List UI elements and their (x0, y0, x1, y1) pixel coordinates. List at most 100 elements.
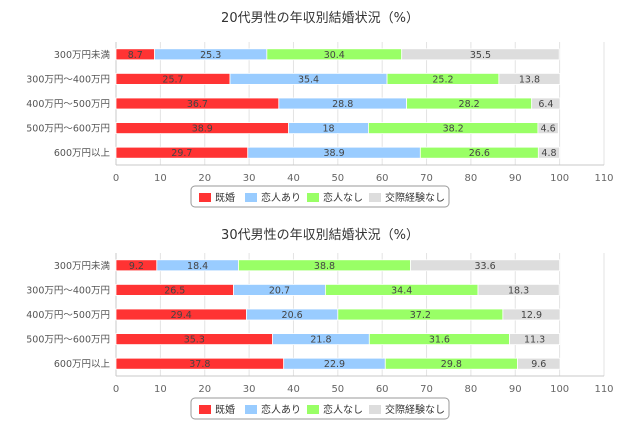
data-label: 29.7 (171, 148, 192, 159)
data-label: 31.6 (429, 335, 450, 346)
x-tick-label: 70 (420, 173, 433, 184)
x-tick-label: 0 (113, 384, 119, 395)
x-tick-label: 70 (420, 384, 433, 395)
x-tick-label: 60 (376, 384, 389, 395)
x-tick-label: 110 (594, 173, 613, 184)
chart-1: 20代男性の年収別結婚状況（%） 0 10 20 30 40 50 60 70 80 90 100 11… (26, 11, 614, 208)
category-label: 600万円以上 (54, 148, 111, 159)
legend-swatch (199, 193, 211, 202)
data-label: 37.8 (189, 359, 210, 370)
x-tick-label: 10 (154, 173, 167, 184)
bar-segment (477, 283, 560, 296)
legend-label: 既婚 (215, 403, 235, 416)
data-label: 22.9 (324, 359, 345, 370)
data-label: 25.2 (432, 74, 453, 85)
data-label: 25.7 (162, 74, 183, 85)
data-label: 38.9 (192, 124, 213, 135)
x-tick-label: 110 (594, 384, 613, 395)
category-label: 300万円～400万円 (26, 74, 110, 85)
category-label: 500万円～600万円 (26, 335, 110, 346)
legend-label: 恋人なし (323, 191, 363, 204)
data-label: 4.6 (541, 124, 556, 135)
data-label: 30.4 (324, 50, 345, 61)
bar-segment (537, 146, 561, 159)
data-label: 29.8 (441, 359, 462, 370)
data-label: 28.8 (332, 99, 353, 110)
data-label: 34.4 (391, 285, 412, 296)
x-tick-label: 90 (509, 173, 522, 184)
x-tick-label: 0 (113, 173, 119, 184)
bar-segment (498, 73, 561, 85)
data-label: 20.7 (269, 285, 290, 296)
chart-2: 30代男性の年収別結婚状況（%） 0 10 20 30 40 50 60 70 80 90 100 11… (26, 228, 614, 420)
category-label: 400万円～500万円 (26, 310, 110, 321)
x-tick-label: 30 (243, 173, 256, 184)
legend-swatch (369, 405, 381, 414)
data-label: 25.3 (200, 50, 221, 61)
data-label: 37.2 (410, 310, 431, 321)
x-tick-label: 100 (550, 384, 569, 395)
legend-swatch (199, 405, 211, 414)
legend-swatch (369, 193, 381, 202)
legend-label: 交際経験なし (385, 191, 445, 204)
data-label: 35.4 (298, 74, 319, 85)
data-label: 33.6 (475, 261, 496, 272)
x-tick-label: 40 (287, 384, 300, 395)
chart-title: 30代男性の年収別結婚状況（%） (221, 228, 419, 243)
legend-label: 既婚 (215, 191, 235, 204)
category-label: 400万円～500万円 (26, 99, 110, 110)
bar-segment (517, 357, 561, 370)
data-label: 36.7 (187, 99, 208, 110)
data-label: 18.3 (508, 285, 529, 296)
data-label: 38.9 (323, 148, 344, 159)
x-tick-label: 80 (465, 384, 478, 395)
category-label: 600万円以上 (54, 359, 111, 370)
category-label: 300万円未満 (54, 260, 111, 272)
data-label: 12.9 (521, 310, 542, 321)
legend-label: 恋人あり (261, 403, 301, 416)
x-tick-label: 30 (243, 384, 256, 395)
legend-label: 交際経験なし (385, 403, 445, 416)
legend-swatch (307, 193, 319, 202)
bar-segment (537, 122, 559, 134)
legend-label: 恋人なし (323, 403, 363, 416)
data-label: 26.6 (469, 148, 490, 159)
bar-segment (410, 259, 561, 272)
legend-swatch (245, 405, 257, 414)
data-label: 4.8 (541, 148, 556, 159)
x-tick-label: 20 (198, 384, 211, 395)
data-label: 35.3 (184, 335, 205, 346)
legend-label: 恋人あり (261, 191, 301, 204)
data-label: 13.8 (519, 74, 540, 85)
x-tick-label: 100 (550, 173, 569, 184)
data-label: 26.5 (164, 285, 185, 296)
bar-segment (531, 97, 561, 110)
data-label: 28.2 (459, 99, 480, 110)
category-label: 300万円～400万円 (26, 285, 110, 296)
chart-title: 20代男性の年収別結婚状況（%） (221, 11, 419, 26)
data-label: 18.4 (187, 261, 208, 272)
x-tick-label: 50 (331, 173, 344, 184)
legend-swatch (307, 405, 319, 414)
data-label: 35.5 (470, 50, 491, 61)
x-tick-label: 40 (287, 173, 300, 184)
data-label: 9.2 (129, 261, 144, 272)
x-tick-label: 60 (376, 173, 389, 184)
bar-segment (502, 308, 561, 321)
category-label: 500万円～600万円 (26, 124, 110, 135)
x-tick-label: 20 (198, 173, 211, 184)
x-tick-label: 10 (154, 384, 167, 395)
x-tick-label: 50 (331, 384, 344, 395)
data-label: 18 (322, 124, 334, 135)
data-label: 9.6 (531, 359, 546, 370)
data-label: 38.2 (443, 124, 464, 135)
data-label: 6.4 (538, 99, 553, 110)
data-label: 38.8 (314, 261, 335, 272)
x-tick-label: 90 (509, 384, 522, 395)
data-label: 11.3 (524, 335, 545, 346)
legend-swatch (245, 193, 257, 202)
data-label: 29.4 (171, 310, 192, 321)
data-label: 21.8 (310, 335, 331, 346)
bar-segment (401, 48, 560, 61)
